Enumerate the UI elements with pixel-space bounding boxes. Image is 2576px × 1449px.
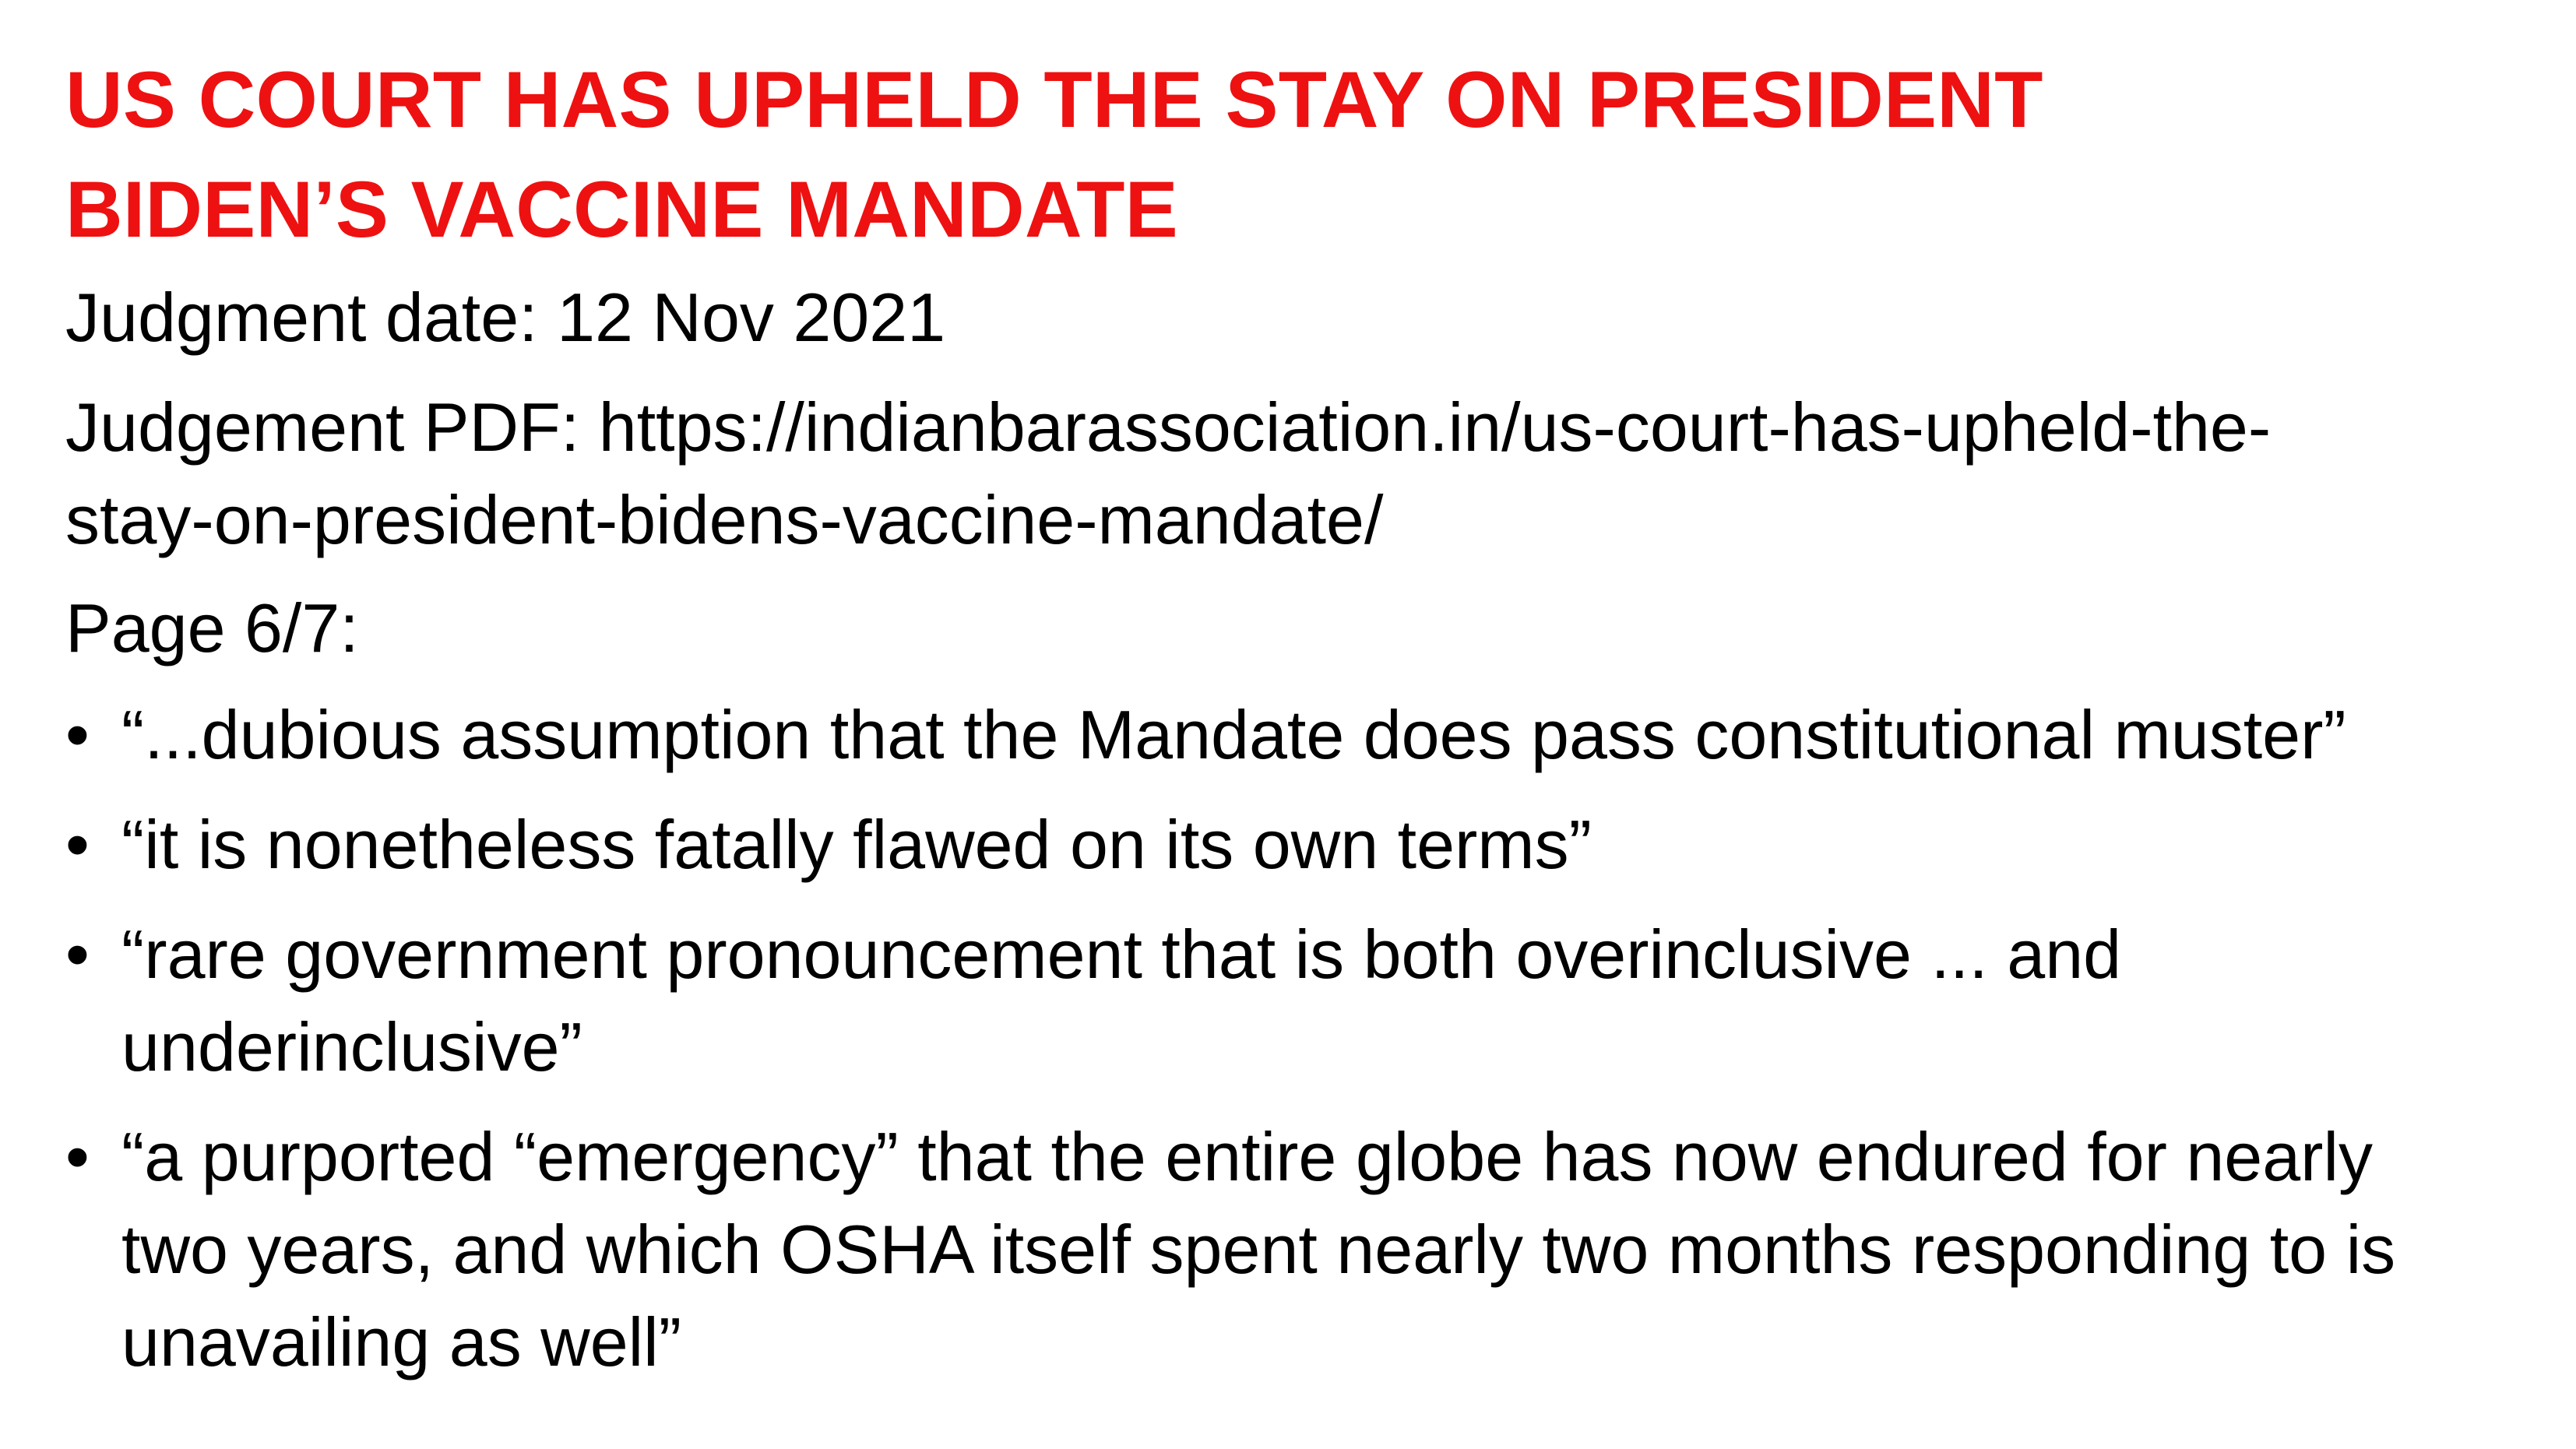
judgment-date: Judgment date: 12 Nov 2021 (65, 279, 946, 356)
list-item: • “rare government pronouncement that is… (65, 908, 2545, 1093)
list-item: • “...dubious assumption that the Mandat… (65, 688, 2545, 781)
page-indicator: Page 6/7: (65, 589, 359, 666)
quote-line: two years, and which OSHA itself spent n… (121, 1211, 2396, 1288)
bullet-icon: • (65, 696, 90, 773)
title-line-1: US COURT HAS UPHELD THE STAY ON PRESIDEN… (65, 55, 2043, 144)
quote-line: “it is nonetheless fatally flawed on its… (121, 806, 1592, 883)
judgement-pdf-link: Judgement PDF: https://indianbarassociat… (65, 381, 2545, 566)
list-item: • “a purported “emergency” that the enti… (65, 1110, 2545, 1388)
quote-list: • “...dubious assumption that the Mandat… (65, 688, 2545, 1388)
bullet-icon: • (65, 806, 90, 883)
title-line-2: BIDEN’S VACCINE MANDATE (65, 165, 1178, 254)
quote-line: “...dubious assumption that the Mandate … (121, 696, 2346, 773)
quote-line: “a purported “emergency” that the entire… (121, 1118, 2374, 1195)
bullet-icon: • (65, 916, 90, 993)
page-title: US COURT HAS UPHELD THE STAY ON PRESIDEN… (65, 45, 2545, 265)
bullet-icon: • (65, 1118, 90, 1195)
quote-line: unavailing as well” (121, 1303, 682, 1380)
quote-line: underinclusive” (121, 1008, 582, 1085)
list-item: • “it is nonetheless fatally flawed on i… (65, 798, 2545, 891)
quote-line: “rare government pronouncement that is b… (121, 916, 2122, 993)
judgement-pdf-line-1: Judgement PDF: https://indianbarassociat… (65, 389, 2272, 466)
judgement-pdf-line-2: stay-on-president-bidens-vaccine-mandate… (65, 481, 1384, 558)
